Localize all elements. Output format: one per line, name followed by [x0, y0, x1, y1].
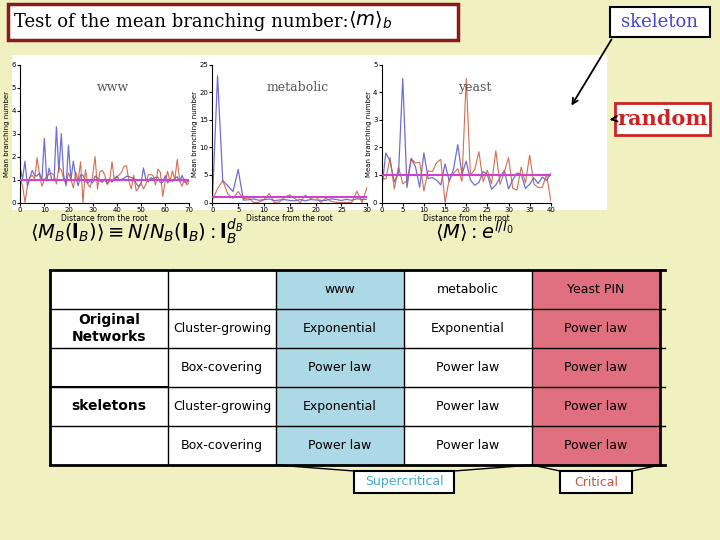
Bar — [50, 270, 168, 309]
Bar — [168, 348, 276, 387]
Bar — [50, 309, 168, 348]
Text: Power law: Power law — [436, 400, 500, 413]
Text: Power law: Power law — [564, 361, 628, 374]
Text: www: www — [97, 82, 130, 94]
Text: Original
Networks: Original Networks — [72, 313, 146, 344]
Bar — [50, 348, 168, 387]
Bar — [532, 348, 660, 387]
FancyBboxPatch shape — [560, 471, 632, 493]
Bar — [276, 426, 404, 465]
Text: Power law: Power law — [564, 439, 628, 452]
Text: Power law: Power law — [436, 439, 500, 452]
Text: $\langle M_B(\mathbf{l}_B)\rangle \equiv N / N_B(\mathbf{l}_B) : \mathbf{l}_B^{d: $\langle M_B(\mathbf{l}_B)\rangle \equiv… — [30, 217, 243, 247]
Bar — [168, 387, 276, 426]
Bar — [404, 426, 532, 465]
X-axis label: Distance from the root: Distance from the root — [246, 214, 333, 223]
Bar — [532, 309, 660, 348]
Text: Cluster-growing: Cluster-growing — [173, 322, 271, 335]
Text: Power law: Power law — [564, 322, 628, 335]
Text: metabolic: metabolic — [437, 283, 499, 296]
Bar — [50, 426, 168, 465]
Bar — [168, 426, 276, 465]
Y-axis label: Mean branching number: Mean branching number — [366, 91, 372, 177]
Text: Power law: Power law — [436, 361, 500, 374]
Bar — [276, 387, 404, 426]
Bar — [404, 387, 532, 426]
Bar — [532, 426, 660, 465]
Text: www: www — [325, 283, 356, 296]
Bar — [276, 270, 404, 309]
Bar — [276, 348, 404, 387]
Text: Test of the mean branching number:: Test of the mean branching number: — [14, 13, 354, 31]
X-axis label: Distance from the root: Distance from the root — [61, 214, 148, 223]
Text: Cluster-growing: Cluster-growing — [173, 400, 271, 413]
Text: random: random — [617, 109, 708, 129]
Text: $\langle\mathit{m}\rangle_b$: $\langle\mathit{m}\rangle_b$ — [348, 9, 392, 31]
Bar — [532, 270, 660, 309]
Text: Power law: Power law — [564, 400, 628, 413]
Bar — [532, 387, 660, 426]
X-axis label: Distance from the root: Distance from the root — [423, 214, 510, 223]
Text: Exponential: Exponential — [303, 400, 377, 413]
Text: Supercritical: Supercritical — [365, 476, 444, 489]
Bar — [168, 270, 276, 309]
Text: metabolic: metabolic — [266, 82, 328, 94]
FancyBboxPatch shape — [354, 471, 454, 493]
Text: Yeast PIN: Yeast PIN — [567, 283, 625, 296]
FancyBboxPatch shape — [610, 7, 710, 37]
FancyBboxPatch shape — [615, 103, 710, 135]
Text: $\langle M\rangle : e^{l/l_0}$: $\langle M\rangle : e^{l/l_0}$ — [435, 219, 513, 245]
Text: yeast: yeast — [458, 82, 491, 94]
FancyBboxPatch shape — [8, 4, 458, 40]
Bar — [50, 387, 168, 426]
Text: Critical: Critical — [574, 476, 618, 489]
Y-axis label: Mean branching number: Mean branching number — [192, 91, 198, 177]
Text: Exponential: Exponential — [431, 322, 505, 335]
Text: Power law: Power law — [308, 439, 372, 452]
Bar — [276, 309, 404, 348]
Text: skeleton: skeleton — [621, 13, 698, 31]
Text: Box-covering: Box-covering — [181, 439, 263, 452]
Bar — [12, 55, 607, 210]
Text: Exponential: Exponential — [303, 322, 377, 335]
Bar — [404, 309, 532, 348]
Text: skeletons: skeletons — [71, 400, 146, 414]
Y-axis label: Mean branching number: Mean branching number — [4, 91, 10, 177]
Text: Box-covering: Box-covering — [181, 361, 263, 374]
Bar — [168, 309, 276, 348]
Text: Power law: Power law — [308, 361, 372, 374]
Bar — [404, 348, 532, 387]
Bar — [404, 270, 532, 309]
